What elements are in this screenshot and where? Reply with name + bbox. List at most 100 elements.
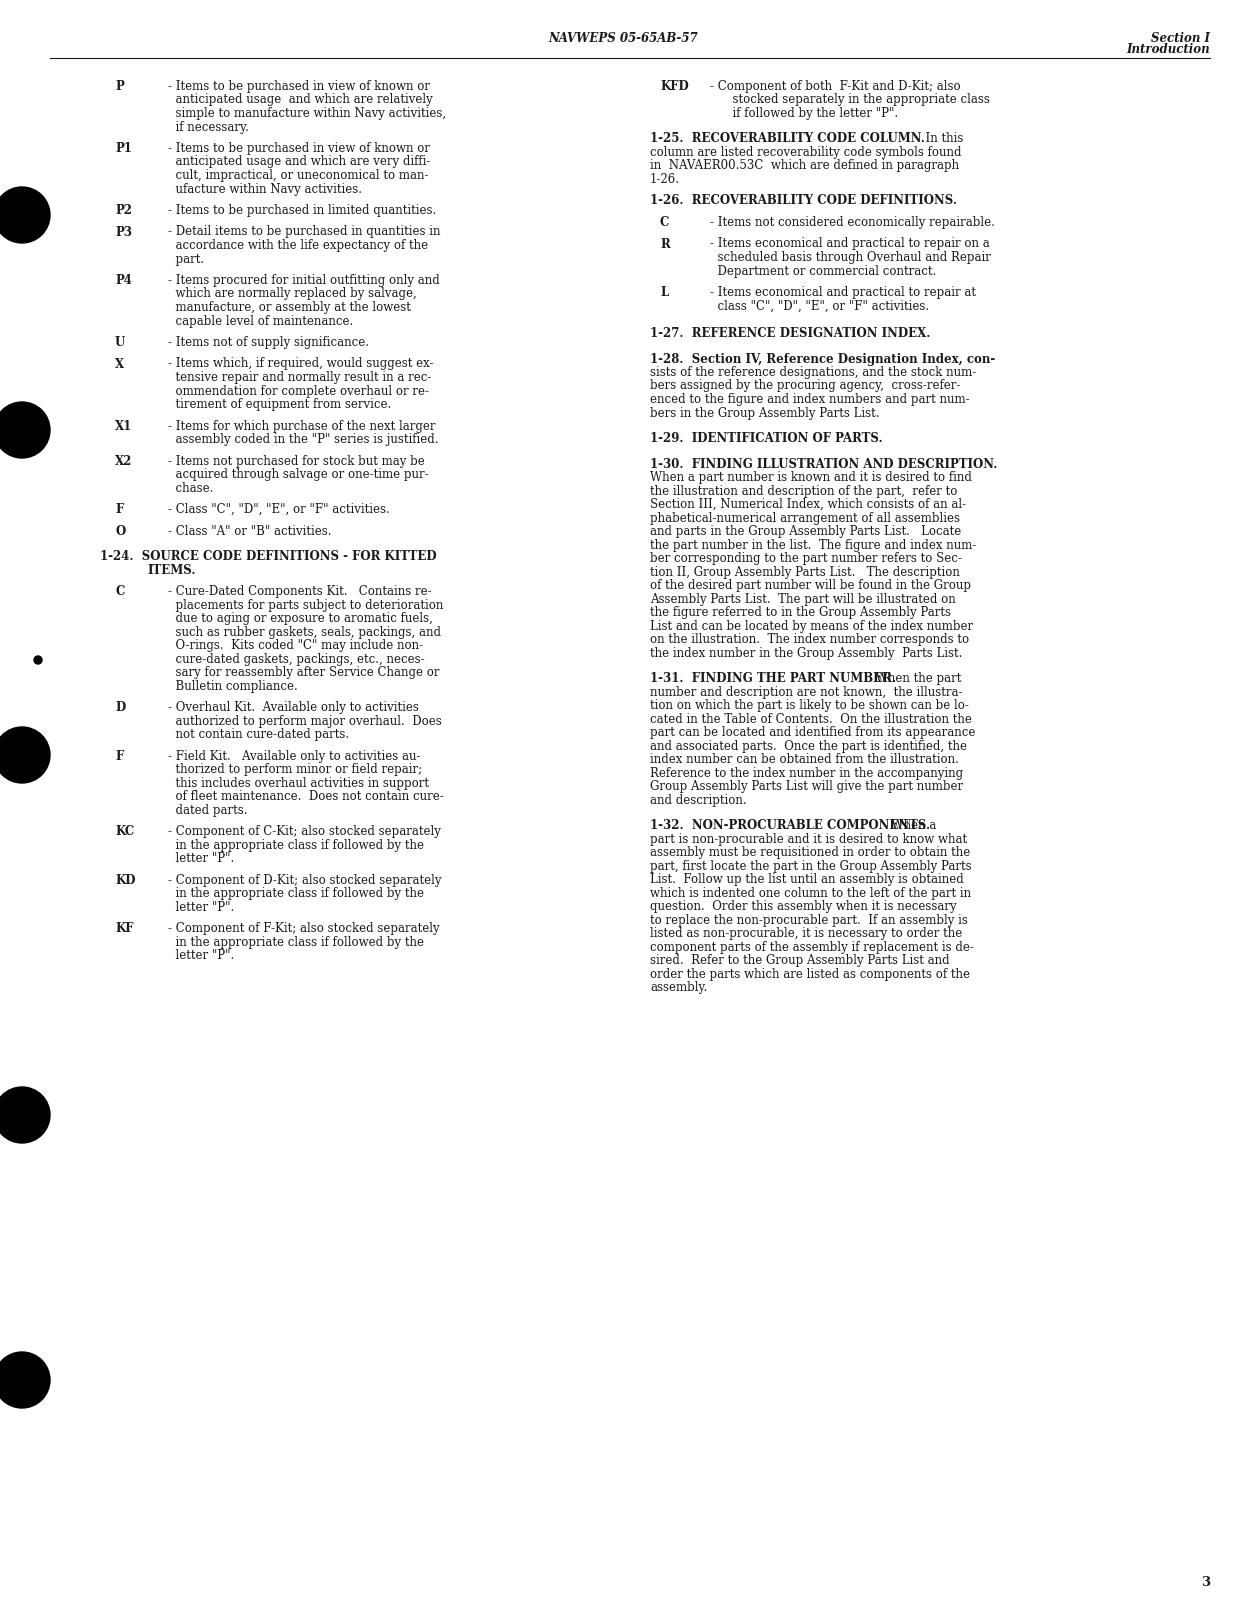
Circle shape [0,1086,50,1143]
Text: - Class "A" or "B" activities.: - Class "A" or "B" activities. [168,525,331,538]
Text: chase.: chase. [168,481,213,494]
Text: letter "P".: letter "P". [168,852,234,865]
Text: sists of the reference designations, and the stock num-: sists of the reference designations, and… [650,366,977,379]
Text: - Component of both  F-Kit and D-Kit; also: - Component of both F-Kit and D-Kit; als… [710,79,961,92]
Text: - Items not purchased for stock but may be: - Items not purchased for stock but may … [168,455,425,468]
Text: tion II, Group Assembly Parts List.   The description: tion II, Group Assembly Parts List. The … [650,565,959,578]
Text: assembly.: assembly. [650,981,708,994]
Text: the index number in the Group Assembly  Parts List.: the index number in the Group Assembly P… [650,646,962,659]
Text: manufacture, or assembly at the lowest: manufacture, or assembly at the lowest [168,301,411,314]
Text: in the appropriate class if followed by the: in the appropriate class if followed by … [168,936,424,949]
Text: - Items not considered economically repairable.: - Items not considered economically repa… [710,215,994,228]
Text: - Overhaul Kit.  Available only to activities: - Overhaul Kit. Available only to activi… [168,701,419,714]
Text: Group Assembly Parts List will give the part number: Group Assembly Parts List will give the … [650,780,963,793]
Text: P2: P2 [115,204,132,217]
Text: in  NAVAER00.53C  which are defined in paragraph: in NAVAER00.53C which are defined in par… [650,160,959,173]
Text: bers in the Group Assembly Parts List.: bers in the Group Assembly Parts List. [650,406,880,419]
Text: Department or commercial contract.: Department or commercial contract. [710,264,936,277]
Text: not contain cure-dated parts.: not contain cure-dated parts. [168,729,349,742]
Text: 1-32.  NON-PROCURABLE COMPONENTS.: 1-32. NON-PROCURABLE COMPONENTS. [650,819,930,832]
Text: - Items not of supply significance.: - Items not of supply significance. [168,337,369,350]
Text: Section III, Numerical Index, which consists of an al-: Section III, Numerical Index, which cons… [650,499,966,512]
Text: acquired through salvage or one-time pur-: acquired through salvage or one-time pur… [168,468,429,481]
Text: part is non-procurable and it is desired to know what: part is non-procurable and it is desired… [650,832,967,845]
Text: component parts of the assembly if replacement is de-: component parts of the assembly if repla… [650,941,974,954]
Text: assembly coded in the "P" series is justified.: assembly coded in the "P" series is just… [168,432,439,445]
Text: 1-29.  IDENTIFICATION OF PARTS.: 1-29. IDENTIFICATION OF PARTS. [650,432,882,445]
Circle shape [0,727,50,784]
Circle shape [34,756,42,764]
Text: - Class "C", "D", "E", or "F" activities.: - Class "C", "D", "E", or "F" activities… [168,504,390,516]
Text: ITEMS.: ITEMS. [147,563,196,576]
Circle shape [0,1352,50,1409]
Text: Section I: Section I [1151,32,1210,45]
Text: thorized to perform minor or field repair;: thorized to perform minor or field repai… [168,763,422,776]
Text: assembly must be requisitioned in order to obtain the: assembly must be requisitioned in order … [650,847,971,860]
Text: - Items to be purchased in view of known or: - Items to be purchased in view of known… [168,79,430,92]
Text: in the appropriate class if followed by the: in the appropriate class if followed by … [168,839,424,852]
Text: O: O [115,525,126,538]
Text: tion on which the part is likely to be shown can be lo-: tion on which the part is likely to be s… [650,699,969,712]
Text: the figure referred to in the Group Assembly Parts: the figure referred to in the Group Asse… [650,606,951,618]
Text: X1: X1 [115,419,132,432]
Text: - Items procured for initial outfitting only and: - Items procured for initial outfitting … [168,274,440,287]
Text: When the part: When the part [872,672,962,685]
Text: on the illustration.  The index number corresponds to: on the illustration. The index number co… [650,633,969,646]
Text: O-rings.  Kits coded "C" may include non-: O-rings. Kits coded "C" may include non- [168,640,424,652]
Text: phabetical-numerical arrangement of all assemblies: phabetical-numerical arrangement of all … [650,512,959,525]
Text: 3: 3 [1201,1575,1210,1588]
Text: - Cure-Dated Components Kit.   Contains re-: - Cure-Dated Components Kit. Contains re… [168,584,431,597]
Text: such as rubber gaskets, seals, packings, and: such as rubber gaskets, seals, packings,… [168,625,441,638]
Circle shape [34,656,42,664]
Text: 1-28.  Section IV, Reference Designation Index, con-: 1-28. Section IV, Reference Designation … [650,353,996,366]
Text: to replace the non-procurable part.  If an assembly is: to replace the non-procurable part. If a… [650,913,968,926]
Text: due to aging or exposure to aromatic fuels,: due to aging or exposure to aromatic fue… [168,612,432,625]
Text: - Items economical and practical to repair at: - Items economical and practical to repa… [710,287,976,300]
Text: number and description are not known,  the illustra-: number and description are not known, th… [650,685,962,698]
Text: authorized to perform major overhaul.  Does: authorized to perform major overhaul. Do… [168,714,442,727]
Text: sired.  Refer to the Group Assembly Parts List and: sired. Refer to the Group Assembly Parts… [650,954,949,967]
Text: Introduction: Introduction [1126,44,1210,57]
Text: column are listed recoverability code symbols found: column are listed recoverability code sy… [650,146,962,159]
Text: of the desired part number will be found in the Group: of the desired part number will be found… [650,580,971,593]
Text: which is indented one column to the left of the part in: which is indented one column to the left… [650,887,971,900]
Text: 1-26.: 1-26. [650,173,680,186]
Text: class "C", "D", "E", or "F" activities.: class "C", "D", "E", or "F" activities. [710,300,930,312]
Text: index number can be obtained from the illustration.: index number can be obtained from the il… [650,753,959,766]
Text: which are normally replaced by salvage,: which are normally replaced by salvage, [168,288,416,301]
Text: Reference to the index number in the accompanying: Reference to the index number in the acc… [650,766,963,779]
Text: - Detail items to be purchased in quantities in: - Detail items to be purchased in quanti… [168,225,441,238]
Text: L: L [660,287,668,300]
Text: - Items economical and practical to repair on a: - Items economical and practical to repa… [710,238,989,251]
Text: P4: P4 [115,274,132,287]
Text: U: U [115,337,126,350]
Text: cated in the Table of Contents.  On the illustration the: cated in the Table of Contents. On the i… [650,712,972,725]
Text: In this: In this [918,133,963,146]
Text: - Component of D-Kit; also stocked separately: - Component of D-Kit; also stocked separ… [168,874,441,887]
Text: the illustration and description of the part,  refer to: the illustration and description of the … [650,484,957,497]
Text: dated parts.: dated parts. [168,803,248,816]
Text: part, first locate the part in the Group Assembly Parts: part, first locate the part in the Group… [650,860,972,873]
Text: enced to the figure and index numbers and part num-: enced to the figure and index numbers an… [650,393,969,406]
Text: P3: P3 [115,225,132,238]
Text: ber corresponding to the part number refers to Sec-: ber corresponding to the part number ref… [650,552,962,565]
Text: and associated parts.  Once the part is identified, the: and associated parts. Once the part is i… [650,740,967,753]
Text: anticipated usage and which are very diffi-: anticipated usage and which are very dif… [168,155,430,168]
Text: - Component of F-Kit; also stocked separately: - Component of F-Kit; also stocked separ… [168,921,440,936]
Text: question.  Order this assembly when it is necessary: question. Order this assembly when it is… [650,900,957,913]
Text: tensive repair and normally result in a rec-: tensive repair and normally result in a … [168,371,431,384]
Text: - Items which, if required, would suggest ex-: - Items which, if required, would sugges… [168,358,434,371]
Circle shape [0,402,50,458]
Text: NAVWEPS 05-65AB-57: NAVWEPS 05-65AB-57 [548,32,698,45]
Text: the part number in the list.  The figure and index num-: the part number in the list. The figure … [650,539,977,552]
Circle shape [0,188,50,243]
Text: sary for reassembly after Service Change or: sary for reassembly after Service Change… [168,665,440,678]
Text: P1: P1 [115,142,132,155]
Text: in the appropriate class if followed by the: in the appropriate class if followed by … [168,887,424,900]
Text: P: P [115,79,123,92]
Text: - Items to be purchased in limited quantities.: - Items to be purchased in limited quant… [168,204,436,217]
Text: bers assigned by the procuring agency,  cross-refer-: bers assigned by the procuring agency, c… [650,379,961,392]
Text: and parts in the Group Assembly Parts List.   Locate: and parts in the Group Assembly Parts Li… [650,525,961,538]
Text: Bulletin compliance.: Bulletin compliance. [168,680,298,693]
Text: 1-24.  SOURCE CODE DEFINITIONS - FOR KITTED: 1-24. SOURCE CODE DEFINITIONS - FOR KITT… [100,550,436,563]
